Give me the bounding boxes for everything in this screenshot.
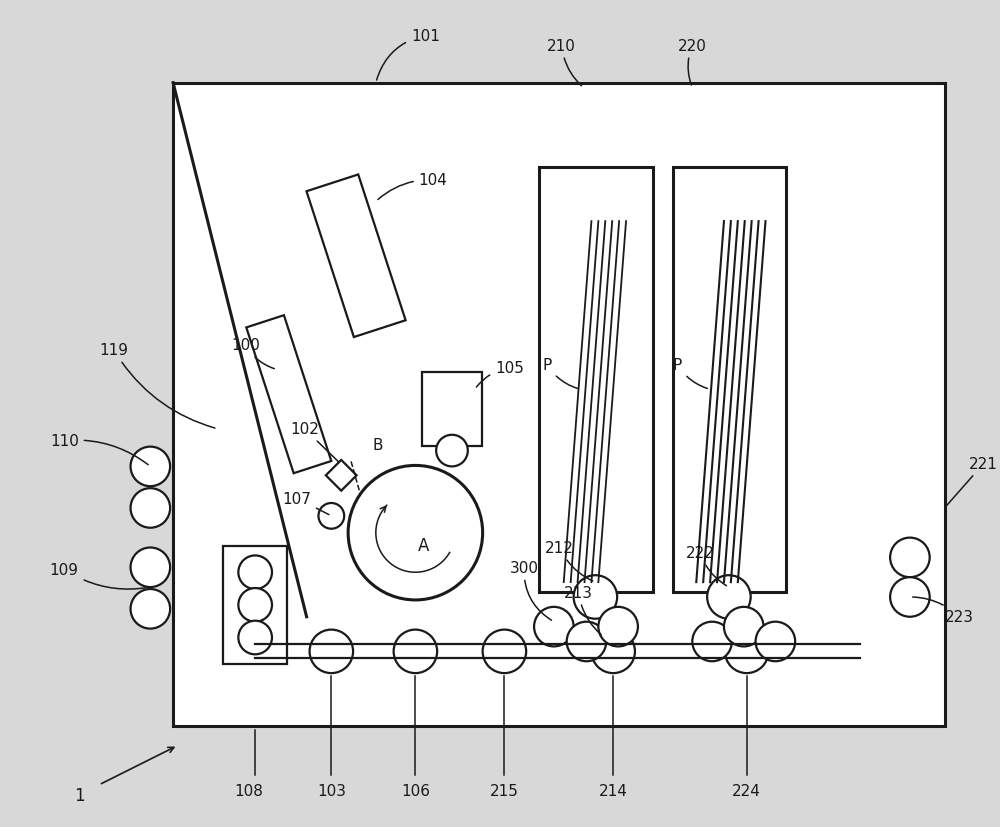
Text: 210: 210 [547, 39, 581, 87]
Text: 105: 105 [476, 361, 524, 388]
Circle shape [534, 607, 574, 647]
Circle shape [890, 577, 930, 617]
Text: 101: 101 [377, 29, 440, 81]
Circle shape [574, 576, 617, 619]
Text: 224: 224 [732, 783, 761, 798]
Text: 100: 100 [231, 338, 274, 369]
Circle shape [756, 622, 795, 662]
Bar [539, 168, 653, 592]
Bar [223, 546, 287, 664]
Circle shape [131, 547, 170, 587]
Text: 222: 222 [686, 545, 726, 586]
Text: 110: 110 [50, 433, 148, 465]
Circle shape [567, 622, 606, 662]
Circle shape [318, 504, 344, 529]
Circle shape [598, 607, 638, 647]
Circle shape [707, 576, 751, 619]
Text: 103: 103 [317, 783, 346, 798]
Circle shape [131, 590, 170, 629]
Circle shape [724, 607, 764, 647]
Circle shape [436, 435, 468, 467]
Text: 119: 119 [99, 342, 215, 428]
Bar [326, 461, 357, 491]
Circle shape [131, 489, 170, 528]
Text: 212: 212 [545, 540, 593, 581]
Text: 221: 221 [946, 457, 998, 506]
Circle shape [348, 466, 483, 600]
Text: 220: 220 [678, 39, 707, 86]
Text: 300: 300 [510, 560, 551, 620]
Text: 107: 107 [282, 491, 329, 515]
Bar [173, 84, 945, 725]
Circle shape [725, 630, 768, 673]
Text: B: B [373, 437, 383, 452]
Text: 1: 1 [74, 786, 84, 804]
Text: 214: 214 [599, 783, 628, 798]
Bar [306, 175, 406, 337]
Bar [673, 168, 786, 592]
Circle shape [310, 630, 353, 673]
Circle shape [238, 588, 272, 622]
Text: 215: 215 [490, 783, 519, 798]
Text: 223: 223 [913, 597, 974, 624]
Text: 106: 106 [401, 783, 430, 798]
Circle shape [238, 556, 272, 590]
Circle shape [692, 622, 732, 662]
Circle shape [483, 630, 526, 673]
Text: P: P [542, 357, 578, 389]
Text: 109: 109 [50, 562, 148, 590]
Text: 108: 108 [235, 783, 264, 798]
Text: P: P [673, 357, 707, 389]
Circle shape [890, 538, 930, 577]
Text: 102: 102 [290, 422, 339, 463]
Bar [422, 372, 482, 447]
Circle shape [131, 447, 170, 486]
Text: 104: 104 [378, 173, 448, 200]
Circle shape [591, 630, 635, 673]
Bar [246, 316, 331, 474]
Text: A: A [418, 536, 429, 554]
Text: 213: 213 [564, 585, 601, 635]
Circle shape [238, 621, 272, 654]
Circle shape [394, 630, 437, 673]
